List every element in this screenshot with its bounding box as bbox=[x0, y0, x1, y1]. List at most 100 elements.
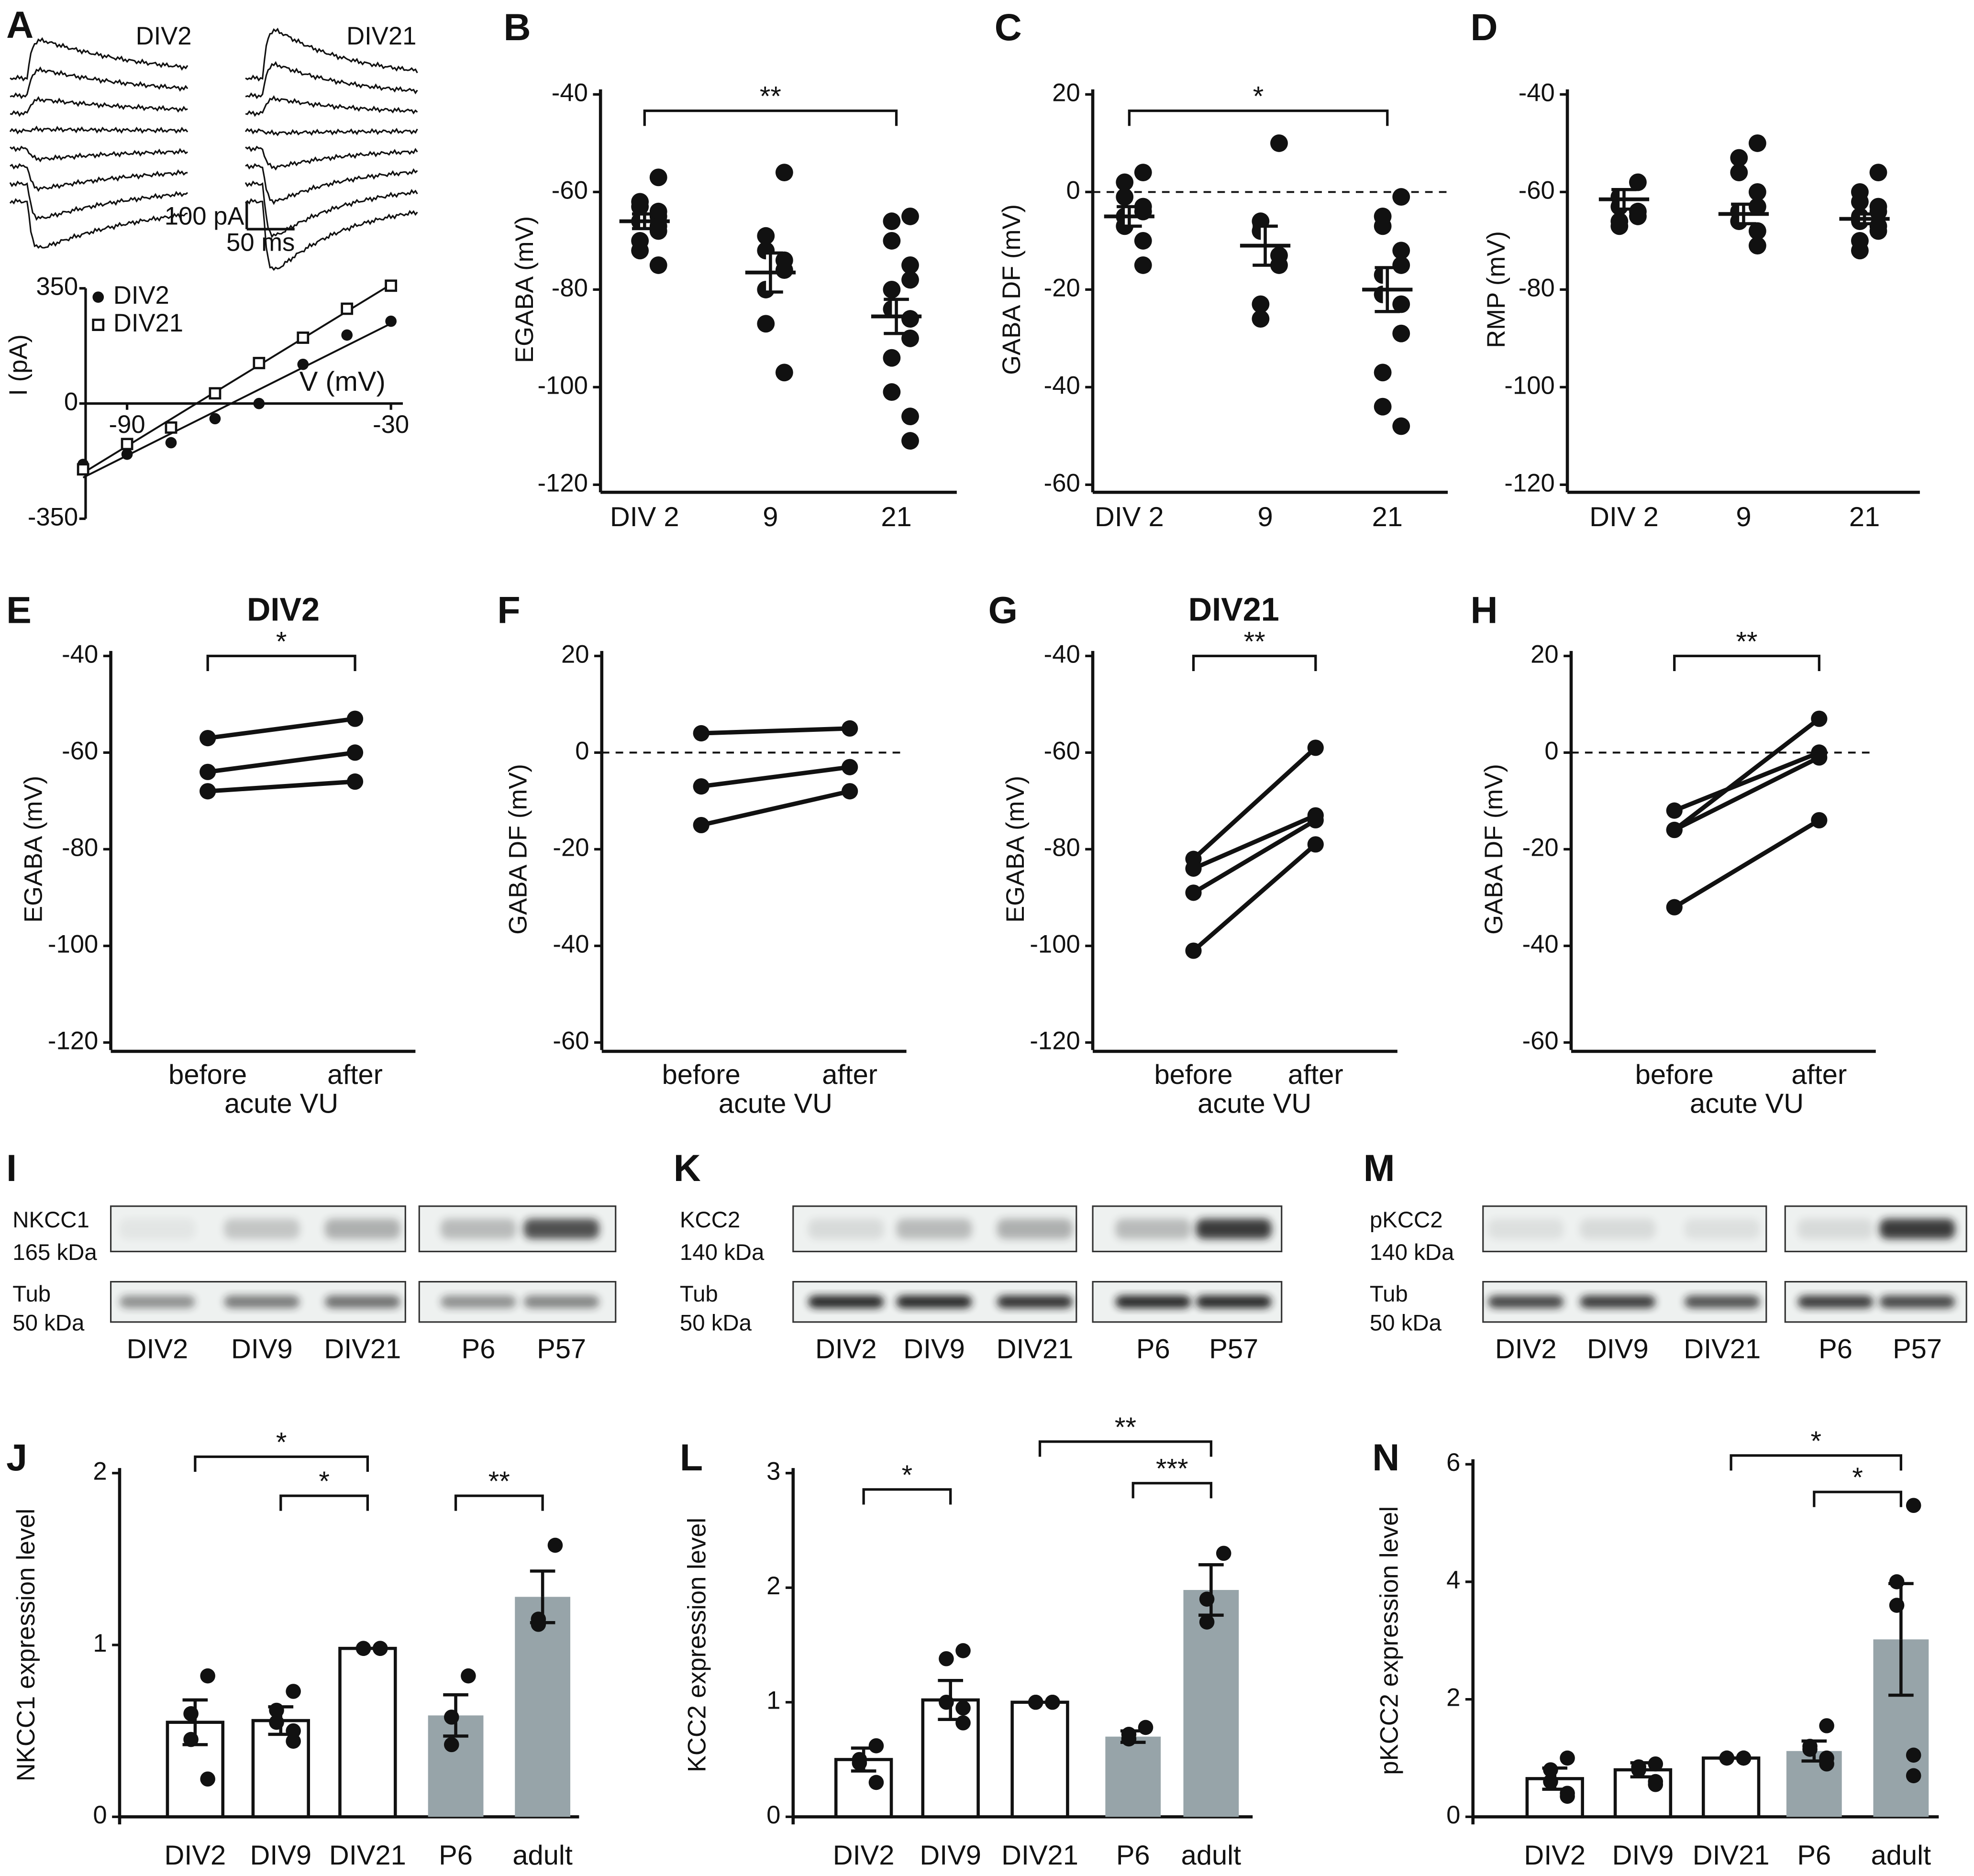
x-tick-label: DIV2 bbox=[833, 1840, 895, 1871]
y-tick-label: -20 bbox=[1044, 274, 1080, 302]
point bbox=[1730, 149, 1748, 167]
x-axis-label: acute VU bbox=[224, 1088, 338, 1119]
current-trace bbox=[245, 61, 418, 99]
current-trace bbox=[245, 95, 418, 117]
point bbox=[444, 1737, 459, 1753]
x-tick-label: DIV 2 bbox=[610, 502, 679, 532]
y-tick-label: 1 bbox=[93, 1629, 107, 1657]
point bbox=[341, 329, 353, 341]
current-trace bbox=[244, 128, 418, 136]
x-tick-label: 9 bbox=[763, 502, 778, 532]
significance-label: ** bbox=[488, 1466, 510, 1497]
pair-line bbox=[1673, 755, 1820, 832]
blot-band bbox=[997, 1295, 1073, 1308]
point bbox=[631, 242, 649, 260]
blot-target: pKCC2 bbox=[1370, 1207, 1443, 1233]
point bbox=[693, 725, 710, 742]
x-tick-label: before bbox=[1635, 1059, 1714, 1090]
point bbox=[939, 1651, 954, 1666]
point bbox=[649, 222, 667, 240]
point bbox=[1307, 739, 1324, 756]
point bbox=[1648, 1777, 1663, 1792]
current-trace bbox=[10, 37, 189, 82]
blot-band bbox=[523, 1218, 599, 1239]
x-tick-label: after bbox=[327, 1059, 383, 1090]
x-tick-label: 9 bbox=[1257, 502, 1273, 532]
significance-label: ** bbox=[1115, 1412, 1136, 1443]
point bbox=[1666, 821, 1683, 839]
point bbox=[1730, 164, 1748, 182]
lane-label: DIV2 bbox=[127, 1334, 189, 1365]
x-tick-label: after bbox=[1791, 1059, 1847, 1090]
significance-bracket bbox=[643, 110, 898, 126]
point bbox=[1252, 310, 1270, 328]
panel-letter: K bbox=[674, 1147, 701, 1189]
point bbox=[842, 720, 858, 737]
x-tick-label: DIV21 bbox=[1001, 1840, 1078, 1871]
lane-label: P6 bbox=[462, 1334, 496, 1365]
y-tick-label: -100 bbox=[1030, 930, 1080, 958]
pair-line bbox=[701, 765, 850, 789]
bar bbox=[1701, 1756, 1761, 1819]
y-axis-label: NKCC1 expression level bbox=[12, 1509, 40, 1781]
x-tick-label: P6 bbox=[1797, 1840, 1831, 1871]
current-trace bbox=[9, 125, 189, 135]
blot-band bbox=[1196, 1295, 1272, 1308]
x-axis-label: acute VU bbox=[1690, 1088, 1804, 1119]
significance-label: * bbox=[319, 1466, 330, 1497]
point bbox=[842, 759, 858, 775]
blot-band bbox=[1580, 1295, 1656, 1308]
x-axis-label: acute VU bbox=[719, 1088, 832, 1119]
x-tick-label: before bbox=[1154, 1059, 1233, 1090]
point bbox=[901, 207, 919, 225]
y-axis-label: pKCC2 expression level bbox=[1375, 1506, 1404, 1775]
point bbox=[1216, 1545, 1231, 1561]
point bbox=[341, 302, 354, 315]
point bbox=[121, 438, 133, 451]
point bbox=[461, 1668, 476, 1684]
significance-label: * bbox=[276, 626, 287, 657]
point bbox=[1748, 237, 1766, 255]
y-tick-label: -40 bbox=[62, 640, 98, 668]
point bbox=[1134, 256, 1152, 274]
y-tick-label: 0 bbox=[575, 737, 589, 765]
point bbox=[297, 358, 309, 370]
blot-band bbox=[1196, 1218, 1272, 1239]
y-tick-label: -80 bbox=[62, 833, 98, 861]
y-tick-label: 2 bbox=[766, 1572, 780, 1600]
point bbox=[1307, 812, 1324, 828]
y-tick-label: -80 bbox=[1519, 274, 1555, 302]
point bbox=[1392, 324, 1410, 342]
point bbox=[165, 437, 177, 449]
current-trace bbox=[244, 180, 418, 239]
blot-band bbox=[808, 1295, 884, 1308]
significance-label: *** bbox=[1156, 1454, 1188, 1484]
x-tick-label: P6 bbox=[1116, 1840, 1150, 1871]
y-tick-label: 0 bbox=[1446, 1801, 1460, 1829]
x-tick-label: DIV 2 bbox=[1095, 502, 1164, 532]
y-tick-label: -120 bbox=[1030, 1026, 1080, 1055]
y-tick-label: 2 bbox=[1446, 1684, 1460, 1712]
y-tick-label: -120 bbox=[48, 1026, 98, 1055]
blot-band bbox=[119, 1295, 195, 1308]
blot-band bbox=[1684, 1218, 1760, 1239]
point bbox=[1748, 183, 1766, 201]
significance-bracket bbox=[1673, 654, 1820, 671]
point bbox=[209, 387, 222, 400]
point bbox=[286, 1684, 301, 1699]
blot-band bbox=[997, 1218, 1073, 1239]
y-tick-label: -40 bbox=[1522, 930, 1559, 958]
blot-band bbox=[440, 1295, 516, 1308]
point bbox=[1392, 417, 1410, 435]
current-trace bbox=[245, 27, 418, 82]
point bbox=[209, 413, 221, 425]
point bbox=[200, 1771, 215, 1787]
point bbox=[346, 710, 364, 727]
point bbox=[775, 164, 793, 182]
point bbox=[1869, 202, 1887, 221]
y-tick-label: -350 bbox=[28, 503, 78, 531]
bar bbox=[1010, 1700, 1069, 1819]
y-tick-label: -120 bbox=[538, 469, 588, 497]
significance-label: * bbox=[1253, 81, 1264, 112]
